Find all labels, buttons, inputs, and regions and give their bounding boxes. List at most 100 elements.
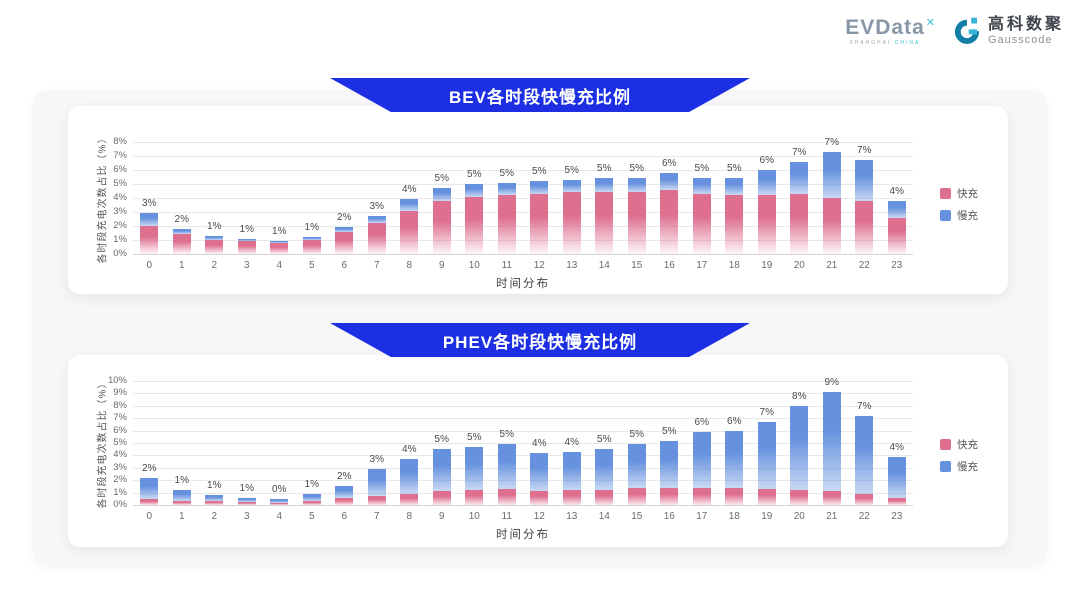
bar-segment-fast-charge: [595, 192, 614, 254]
bar-segment-slow-charge: [595, 178, 614, 193]
bar-segment-slow-charge: [335, 227, 354, 232]
x-tick-label: 9: [438, 511, 445, 522]
bar-segment-slow-charge: [627, 444, 646, 488]
legend: 快充 慢充: [940, 186, 978, 223]
x-tick-label: 13: [566, 260, 578, 271]
bar-segment-slow-charge: [692, 178, 711, 194]
gridline: [133, 405, 913, 407]
bar-segment-fast-charge: [855, 200, 874, 254]
bar-total-label: 1%: [239, 223, 254, 235]
bar-total-label: 6%: [662, 157, 677, 169]
bar-total-label: 5%: [532, 166, 547, 178]
gausscode-mark-icon: [954, 17, 980, 44]
bar-total-label: 6%: [759, 155, 774, 166]
evdata-name: EVData: [845, 15, 925, 39]
bar-segment-fast-charge: [725, 195, 744, 254]
bar-total-label: 7%: [857, 145, 872, 157]
bar-segment-slow-charge: [530, 181, 549, 194]
y-tick-label: 8%: [113, 136, 127, 147]
x-tick-label: 2: [211, 511, 218, 522]
legend-item-fast-charge: 快充: [940, 437, 978, 452]
bar-segment-fast-charge: [172, 234, 191, 254]
bar-segment-fast-charge: [302, 501, 321, 505]
legend-item-slow-charge: 慢充: [940, 208, 978, 223]
bar-total-label: 5%: [467, 169, 482, 180]
x-tick-label: 13: [566, 511, 578, 522]
bar-segment-fast-charge: [432, 200, 451, 254]
bar-total-label: 1%: [207, 220, 222, 232]
bar-segment-slow-charge: [140, 213, 159, 226]
bar-total-label: 7%: [792, 146, 807, 158]
gridline: [133, 240, 913, 241]
bar-segment-fast-charge: [887, 217, 906, 254]
bar-segment-fast-charge: [725, 487, 744, 505]
x-tick-label: 8: [406, 511, 413, 522]
evdata-x-icon: ✕: [925, 16, 936, 29]
bar-total-label: 1%: [304, 222, 319, 234]
legend-swatch-fast-charge: [940, 188, 951, 199]
bar-total-label: 5%: [694, 163, 709, 175]
bar-segment-slow-charge: [887, 200, 906, 218]
legend-label-fast-charge: 快充: [957, 188, 978, 200]
gausscode-logo: 高科数聚 Gausscode: [952, 16, 1064, 46]
bar-segment-fast-charge: [367, 223, 386, 254]
bar-segment-fast-charge: [562, 192, 581, 254]
x-tick-label: 7: [373, 511, 380, 522]
bar-total-label: 2%: [174, 213, 189, 225]
gridline: [133, 467, 913, 469]
bar-segment-fast-charge: [335, 231, 354, 254]
bar-segment-fast-charge: [595, 490, 614, 505]
x-tick-label: 18: [728, 511, 740, 522]
x-tick-label: 12: [533, 260, 545, 271]
y-tick-label: 2%: [113, 220, 127, 231]
x-tick-label: 16: [663, 511, 675, 522]
bar-segment-slow-charge: [400, 199, 419, 211]
bar-segment-fast-charge: [562, 490, 581, 505]
y-tick-label: 1%: [113, 486, 127, 498]
x-tick-label: 3: [243, 511, 250, 522]
x-tick-label: 18: [728, 260, 740, 271]
bar-total-label: 5%: [629, 163, 644, 175]
bar-segment-slow-charge: [562, 179, 581, 193]
bar-segment-fast-charge: [822, 491, 841, 505]
bar-segment-slow-charge: [725, 178, 744, 196]
bev-chart-title-banner: BEV各时段快慢充比例: [330, 78, 750, 112]
x-tick-label: 17: [696, 511, 708, 522]
bar-segment-fast-charge: [692, 193, 711, 254]
bar-segment-slow-charge: [367, 216, 386, 224]
gridline: [133, 212, 913, 213]
bar-segment-fast-charge: [140, 498, 159, 505]
bar-total-label: 4%: [402, 184, 417, 196]
bar-segment-slow-charge: [465, 184, 484, 197]
bar-segment-fast-charge: [237, 501, 256, 505]
bar-total-label: 5%: [597, 434, 612, 446]
bar-segment-fast-charge: [205, 240, 224, 254]
bar-total-label: 5%: [727, 163, 742, 175]
gridline: [133, 226, 913, 227]
bar-segment-slow-charge: [757, 421, 776, 489]
bar-total-label: 5%: [434, 173, 449, 185]
x-tick-label: 17: [696, 260, 708, 271]
bar-segment-fast-charge: [627, 487, 646, 505]
bar-segment-fast-charge: [302, 240, 321, 254]
bar-segment-fast-charge: [400, 210, 419, 254]
gridline: [133, 393, 913, 395]
gridline: [133, 156, 913, 157]
x-tick-label: 14: [598, 260, 610, 271]
legend-label-slow-charge: 慢充: [957, 210, 978, 222]
bar-total-label: 6%: [694, 416, 709, 428]
bar-segment-fast-charge: [497, 195, 516, 254]
x-tick-label: 6: [341, 511, 348, 522]
bar-segment-fast-charge: [205, 501, 224, 505]
x-tick-label: 22: [858, 511, 870, 522]
y-tick-label: 0%: [113, 248, 127, 259]
y-tick-label: 6%: [113, 164, 127, 175]
y-tick-label: 10%: [107, 375, 127, 386]
bar-total-label: 1%: [304, 479, 319, 491]
legend-swatch-slow-charge: [940, 461, 951, 472]
x-tick-label: 10: [468, 511, 480, 522]
bev-chart-title: BEV各时段快慢充比例: [449, 87, 631, 107]
bar-segment-fast-charge: [335, 498, 354, 505]
x-tick-label: 15: [631, 260, 643, 271]
bar-total-label: 5%: [629, 429, 644, 441]
